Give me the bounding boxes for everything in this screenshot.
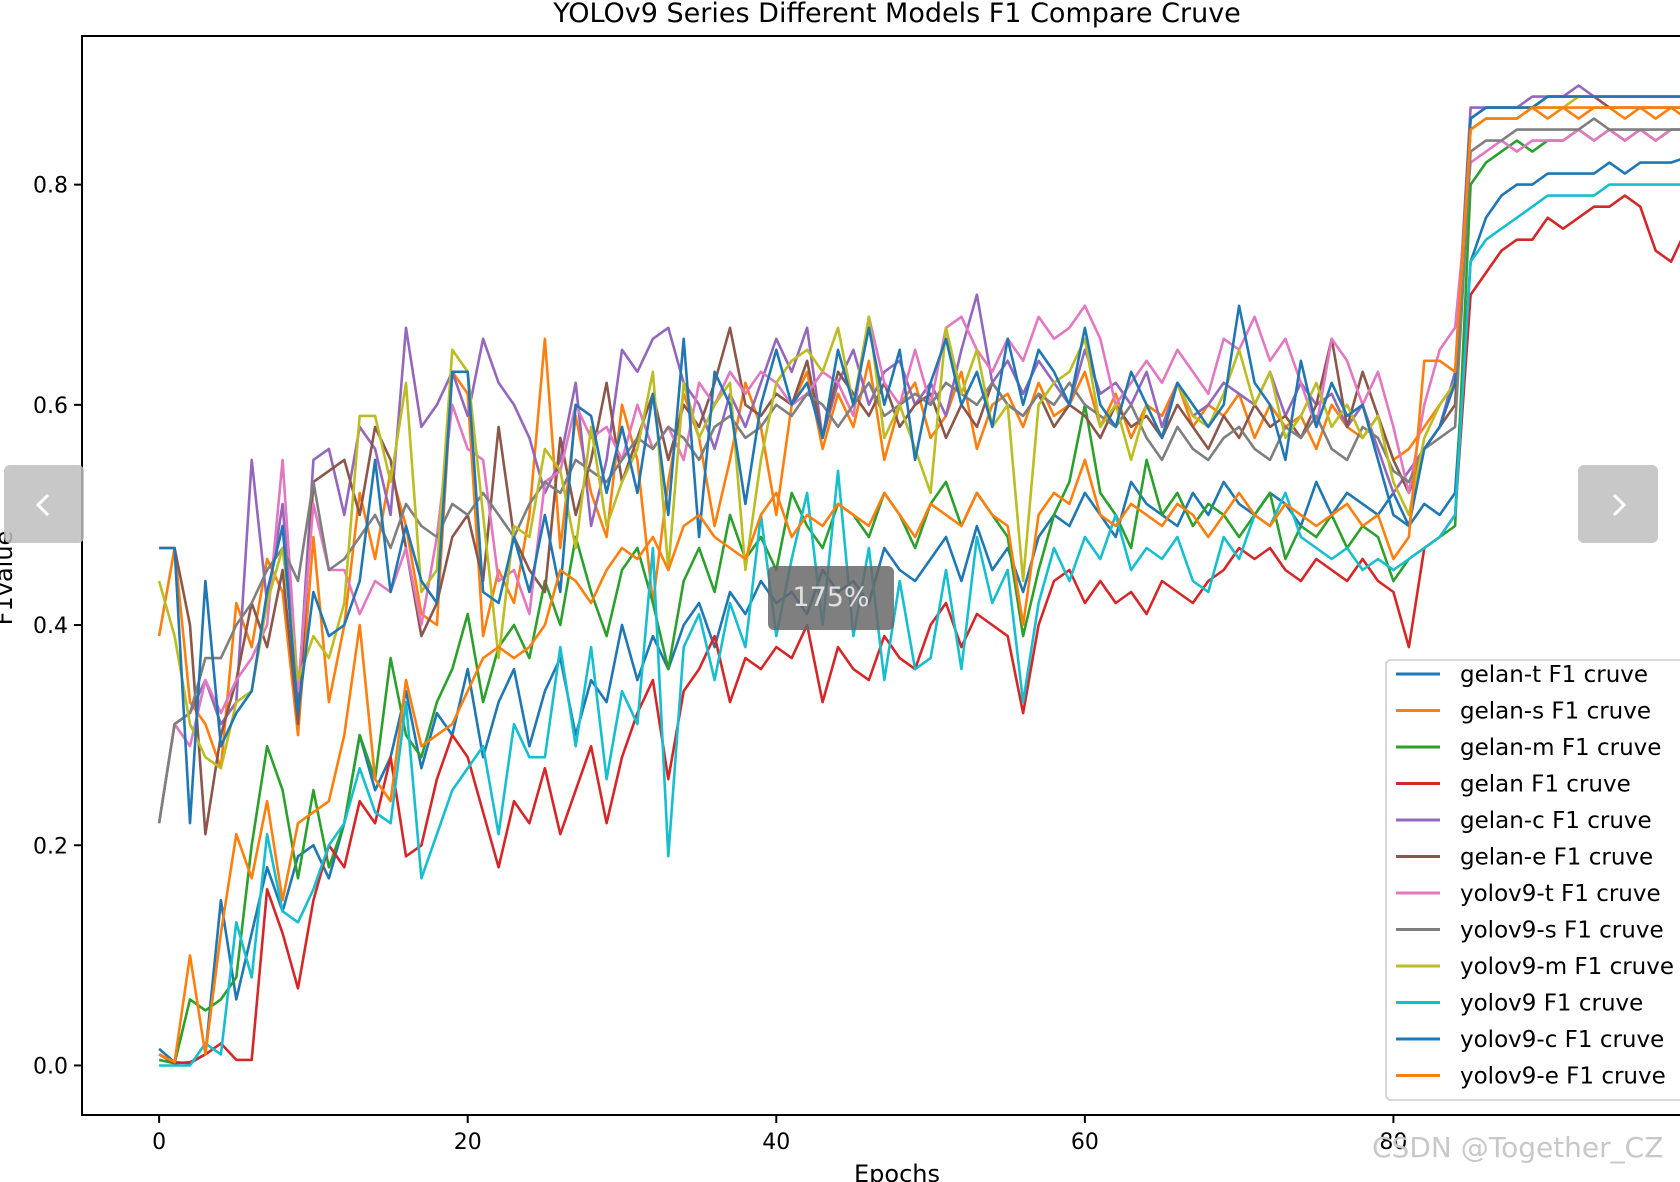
series-line-11 xyxy=(158,106,1680,1064)
chart-title: YOLOv9 Series Different Models F1 Compar… xyxy=(552,0,1241,29)
legend-entry: gelan F1 cruve xyxy=(1460,772,1631,798)
legend-entry: gelan-c F1 cruve xyxy=(1460,808,1652,834)
legend-entry: yolov9-c F1 cruve xyxy=(1460,1027,1664,1053)
x-tick-label: 20 xyxy=(454,1130,482,1155)
series-line-9 xyxy=(159,183,1680,1067)
legend-box xyxy=(1385,659,1680,1101)
legend-entry: yolov9 F1 cruve xyxy=(1460,991,1643,1017)
x-tick-label: 60 xyxy=(1071,1130,1099,1155)
y-tick-label: 0.0 xyxy=(33,1054,68,1079)
legend-entry: yolov9-t F1 cruve xyxy=(1460,881,1661,907)
legend-entry: gelan-t F1 cruve xyxy=(1460,662,1648,688)
series-lines xyxy=(157,84,1680,1067)
x-tick-label: 40 xyxy=(762,1130,790,1155)
x-axis: 020406080100 xyxy=(152,1115,1407,1155)
next-image-button[interactable] xyxy=(1578,465,1658,543)
series-line-10 xyxy=(159,95,1680,825)
y-axis: 0.0 0.2 0.4 0.6 0.8 xyxy=(33,174,82,1079)
series-line-7 xyxy=(157,117,1680,824)
series-line-0 xyxy=(158,158,1680,1065)
series-line-1 xyxy=(157,106,1680,770)
y-tick-label: 0.2 xyxy=(33,834,68,859)
legend-entry: yolov9-e F1 cruve xyxy=(1460,1064,1666,1090)
y-axis-label: F1value xyxy=(0,531,18,626)
previous-image-button[interactable] xyxy=(4,465,84,543)
series-line-8 xyxy=(157,95,1680,770)
legend: gelan-t F1 cruve gelan-s F1 cruve gelan-m … xyxy=(1385,659,1680,1101)
y-tick-label: 0.6 xyxy=(33,394,68,419)
x-tick-label: 80 xyxy=(1379,1130,1407,1155)
legend-entry: gelan-e F1 cruve xyxy=(1460,845,1653,871)
x-axis-label: Epochs xyxy=(854,1160,940,1182)
plot-frame xyxy=(81,35,1680,1116)
chevron-right-icon xyxy=(1612,493,1627,517)
watermark: CSDN @Together_CZ xyxy=(1372,1131,1664,1164)
legend-entry: gelan-s F1 cruve xyxy=(1460,699,1651,725)
y-tick-label: 0.8 xyxy=(33,174,68,199)
x-tick-label: 0 xyxy=(152,1130,166,1155)
legend-entry: gelan-m F1 cruve xyxy=(1460,735,1661,761)
legend-entry: yolov9-s F1 cruve xyxy=(1460,918,1664,944)
zoom-level-indicator: 175% xyxy=(768,566,894,630)
chevron-left-icon xyxy=(35,493,50,517)
legend-entry: yolov9-m F1 cruve xyxy=(1460,954,1674,980)
series-line-6 xyxy=(157,128,1680,824)
y-tick-label: 0.4 xyxy=(33,614,68,639)
